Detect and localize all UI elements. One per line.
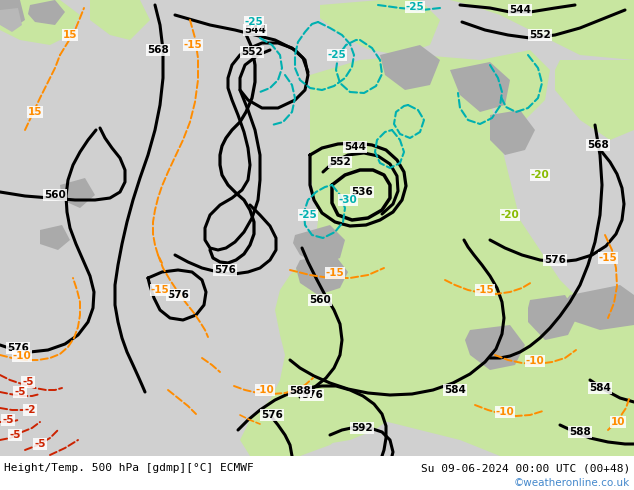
Text: 588: 588 xyxy=(289,386,311,396)
Text: 576: 576 xyxy=(7,343,29,353)
Text: -5: -5 xyxy=(10,430,21,440)
Text: -25: -25 xyxy=(299,210,318,220)
Polygon shape xyxy=(450,62,510,112)
Polygon shape xyxy=(555,60,634,140)
Text: 544: 544 xyxy=(344,142,366,152)
Polygon shape xyxy=(0,0,25,30)
Polygon shape xyxy=(465,325,525,370)
Text: 10: 10 xyxy=(611,417,625,427)
Polygon shape xyxy=(528,295,578,340)
Text: 568: 568 xyxy=(147,45,169,55)
Text: 536: 536 xyxy=(351,187,373,197)
Text: 576: 576 xyxy=(167,290,189,300)
Text: -20: -20 xyxy=(531,170,550,180)
Text: -5: -5 xyxy=(34,439,46,449)
Text: 584: 584 xyxy=(589,383,611,393)
Text: -5: -5 xyxy=(3,415,14,425)
Polygon shape xyxy=(562,285,634,330)
Text: 568: 568 xyxy=(587,140,609,150)
Polygon shape xyxy=(40,225,70,250)
Polygon shape xyxy=(0,0,634,456)
Text: 576: 576 xyxy=(261,410,283,420)
Text: -15: -15 xyxy=(476,285,495,295)
Polygon shape xyxy=(380,45,440,90)
Text: -25: -25 xyxy=(328,50,346,60)
Text: 560: 560 xyxy=(44,190,66,200)
Text: 552: 552 xyxy=(329,157,351,167)
Text: Height/Temp. 500 hPa [gdmp][°C] ECMWF: Height/Temp. 500 hPa [gdmp][°C] ECMWF xyxy=(4,463,254,473)
Text: 544: 544 xyxy=(509,5,531,15)
Text: -10: -10 xyxy=(526,356,545,366)
Polygon shape xyxy=(275,315,405,456)
Polygon shape xyxy=(28,0,65,25)
Text: 584: 584 xyxy=(444,385,466,395)
Text: -2: -2 xyxy=(24,405,36,415)
Polygon shape xyxy=(320,0,440,55)
Text: Su 09-06-2024 00:00 UTC (00+48): Su 09-06-2024 00:00 UTC (00+48) xyxy=(421,463,630,473)
Polygon shape xyxy=(0,8,22,32)
Text: 576: 576 xyxy=(544,255,566,265)
Polygon shape xyxy=(450,0,634,60)
Text: -15: -15 xyxy=(598,253,618,263)
Polygon shape xyxy=(296,255,348,295)
Text: -10: -10 xyxy=(256,385,275,395)
Text: -25: -25 xyxy=(245,17,263,27)
Text: -15: -15 xyxy=(151,285,169,295)
Text: 592: 592 xyxy=(351,423,373,433)
Text: -20: -20 xyxy=(501,210,519,220)
Text: -30: -30 xyxy=(339,195,358,205)
Text: -15: -15 xyxy=(184,40,202,50)
Polygon shape xyxy=(490,110,535,155)
Text: 552: 552 xyxy=(529,30,551,40)
Text: 15: 15 xyxy=(28,107,42,117)
Text: -5: -5 xyxy=(22,377,34,387)
Text: -5: -5 xyxy=(14,387,26,397)
Text: -25: -25 xyxy=(406,2,424,12)
Text: -10: -10 xyxy=(13,351,31,361)
Text: -10: -10 xyxy=(496,407,514,417)
Text: 544: 544 xyxy=(244,25,266,35)
Text: 552: 552 xyxy=(241,47,263,57)
Polygon shape xyxy=(90,0,150,40)
Text: 588: 588 xyxy=(569,427,591,437)
Polygon shape xyxy=(293,225,345,265)
Polygon shape xyxy=(480,50,550,120)
Polygon shape xyxy=(60,178,95,208)
Text: 15: 15 xyxy=(63,30,77,40)
Polygon shape xyxy=(0,0,80,45)
Text: 576: 576 xyxy=(301,390,323,400)
Polygon shape xyxy=(240,55,634,456)
Text: -15: -15 xyxy=(326,268,344,278)
Text: 576: 576 xyxy=(214,265,236,275)
Text: ©weatheronline.co.uk: ©weatheronline.co.uk xyxy=(514,478,630,488)
Text: 560: 560 xyxy=(309,295,331,305)
